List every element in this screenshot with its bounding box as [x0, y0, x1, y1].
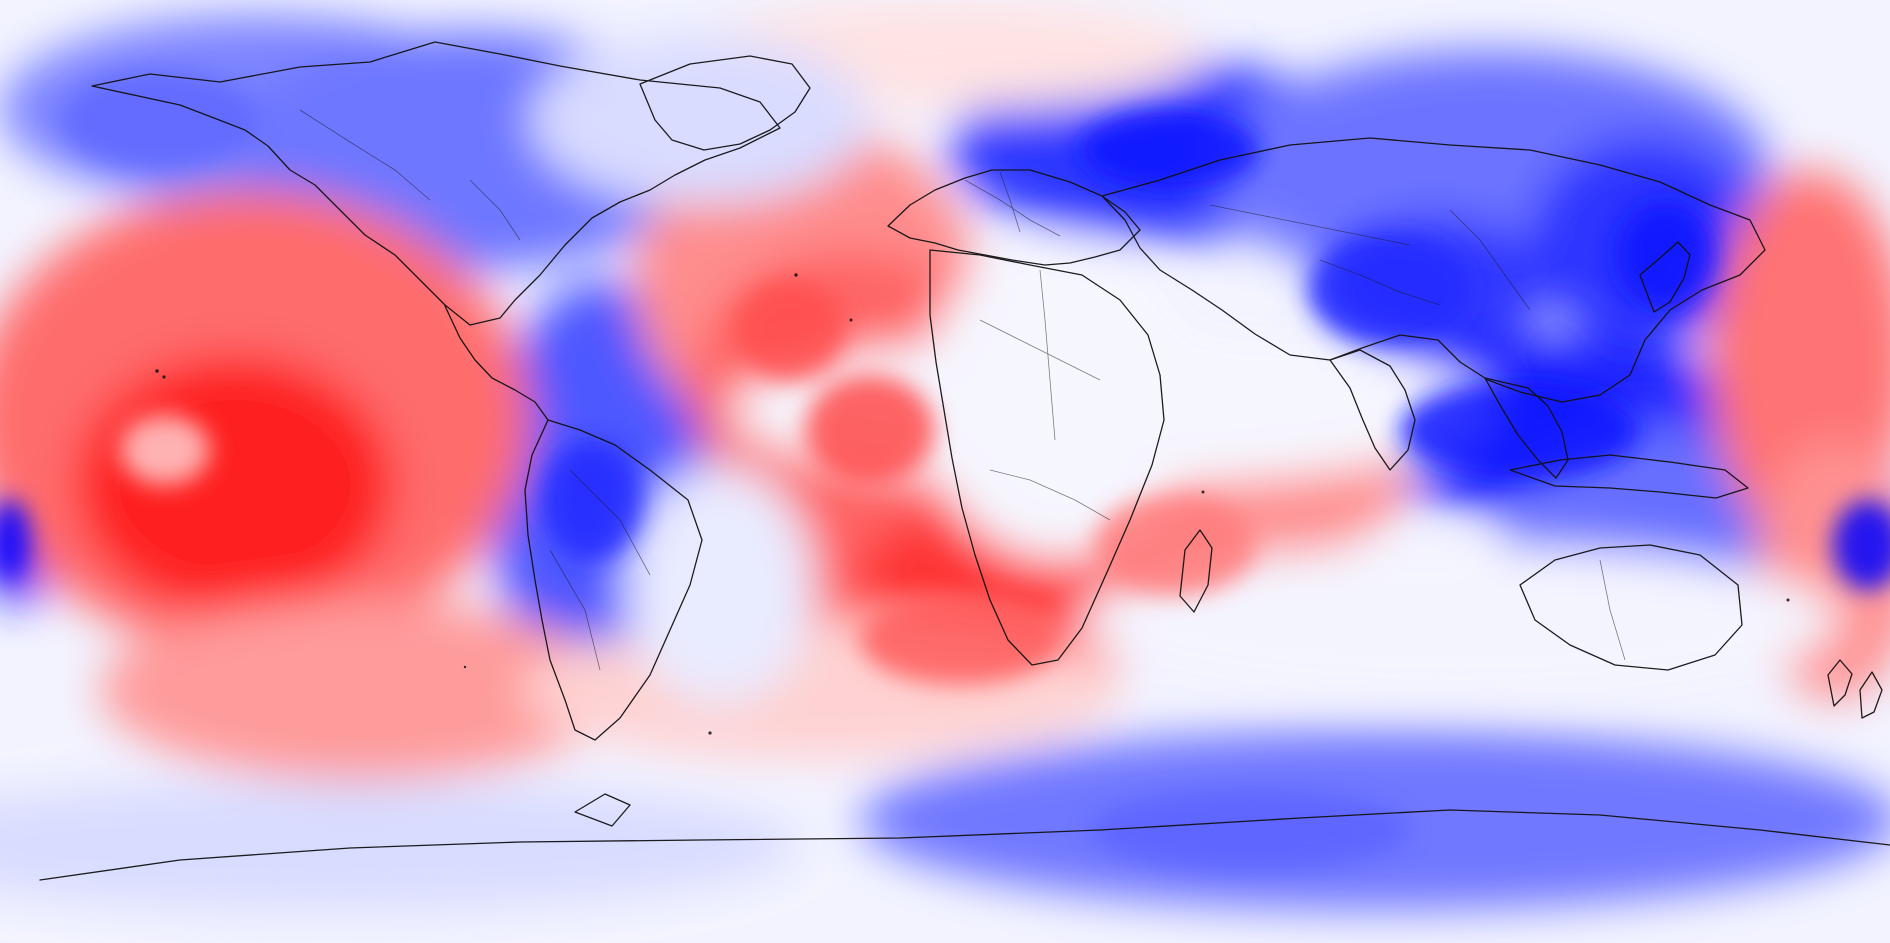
- hawaii-island-1: [155, 369, 159, 373]
- north-america-border-1: [299, 109, 431, 201]
- india-detail-blue: [1310, 235, 1470, 345]
- far-west-detail-blue: [0, 500, 30, 580]
- madagascar-outline: [1179, 529, 1213, 613]
- antarctic-peninsula-outline: [574, 793, 631, 827]
- antarctica-outline: [39, 809, 1890, 881]
- europe-outline: [887, 169, 1141, 266]
- hawaii-island-2: [162, 375, 166, 379]
- south-america-detail-blue: [542, 440, 642, 560]
- australia-outline: [1519, 544, 1743, 671]
- asia-border-2: [1319, 259, 1441, 306]
- south-atlantic-detail-red: [860, 595, 1060, 685]
- africa-outline: [929, 249, 1165, 666]
- atlantic-detail-red-1: [735, 280, 845, 380]
- indonesia-detail-blue: [1400, 380, 1640, 480]
- atlantic-island-2: [849, 318, 853, 322]
- south-america-border-1: [569, 469, 651, 576]
- africa-border-1: [979, 319, 1101, 381]
- africa-border-3: [989, 469, 1111, 521]
- south-pacific-red-band: [100, 600, 620, 780]
- antarctic-pale-zone: [0, 780, 800, 910]
- south-atlantic-island-1: [708, 731, 712, 735]
- asia-outline: [1101, 137, 1766, 403]
- north-america-outline: [91, 41, 781, 326]
- islands-layer: [155, 273, 1790, 735]
- southeast-asia-outline: [1484, 377, 1569, 479]
- africa-neutral-zone: [920, 240, 1200, 560]
- indonesia-outline: [1509, 454, 1749, 499]
- north-america-border-2: [469, 179, 521, 241]
- greenland-outline: [639, 55, 811, 151]
- south-pacific-neutral-zone: [1080, 545, 1840, 695]
- asia-border-1: [1209, 204, 1411, 246]
- atlantic-detail-red-2: [805, 375, 935, 485]
- field-detail-patches: [0, 70, 1890, 870]
- central-pacific-detail-light: [120, 415, 210, 485]
- antarctic-detail-blue: [1090, 790, 1410, 870]
- south-america-outline: [524, 419, 703, 741]
- australia-border: [1599, 559, 1626, 661]
- south-america-neutral-zone: [625, 465, 815, 705]
- central-america-outline: [444, 305, 549, 421]
- japan-detail-blue: [1615, 200, 1715, 310]
- pacific-island-1: [463, 665, 467, 669]
- africa-border-2: [1039, 269, 1056, 441]
- country-border-layer: [299, 109, 1626, 671]
- asia-border-3: [1449, 209, 1531, 311]
- japan-outline: [1639, 241, 1691, 313]
- atlantic-island-1: [794, 273, 798, 277]
- south-indian-detail-red: [1095, 495, 1255, 595]
- north-atlantic-light-band: [530, 35, 870, 205]
- coastline-layer: [39, 41, 1890, 881]
- europe-border-2: [999, 171, 1021, 233]
- south-pacific-island-1: [1786, 598, 1790, 602]
- north-pacific-detail-blue: [60, 70, 260, 170]
- central-pacific-core-red: [75, 355, 395, 615]
- europe-border-1: [964, 179, 1061, 237]
- russia-detail-blue: [1080, 110, 1260, 190]
- far-east-detail-blue: [1833, 500, 1890, 590]
- new-zealand-outline: [1827, 659, 1883, 719]
- indian-ocean-island-1: [1201, 490, 1205, 494]
- south-america-border-2: [549, 549, 601, 671]
- india-outline: [1329, 349, 1416, 471]
